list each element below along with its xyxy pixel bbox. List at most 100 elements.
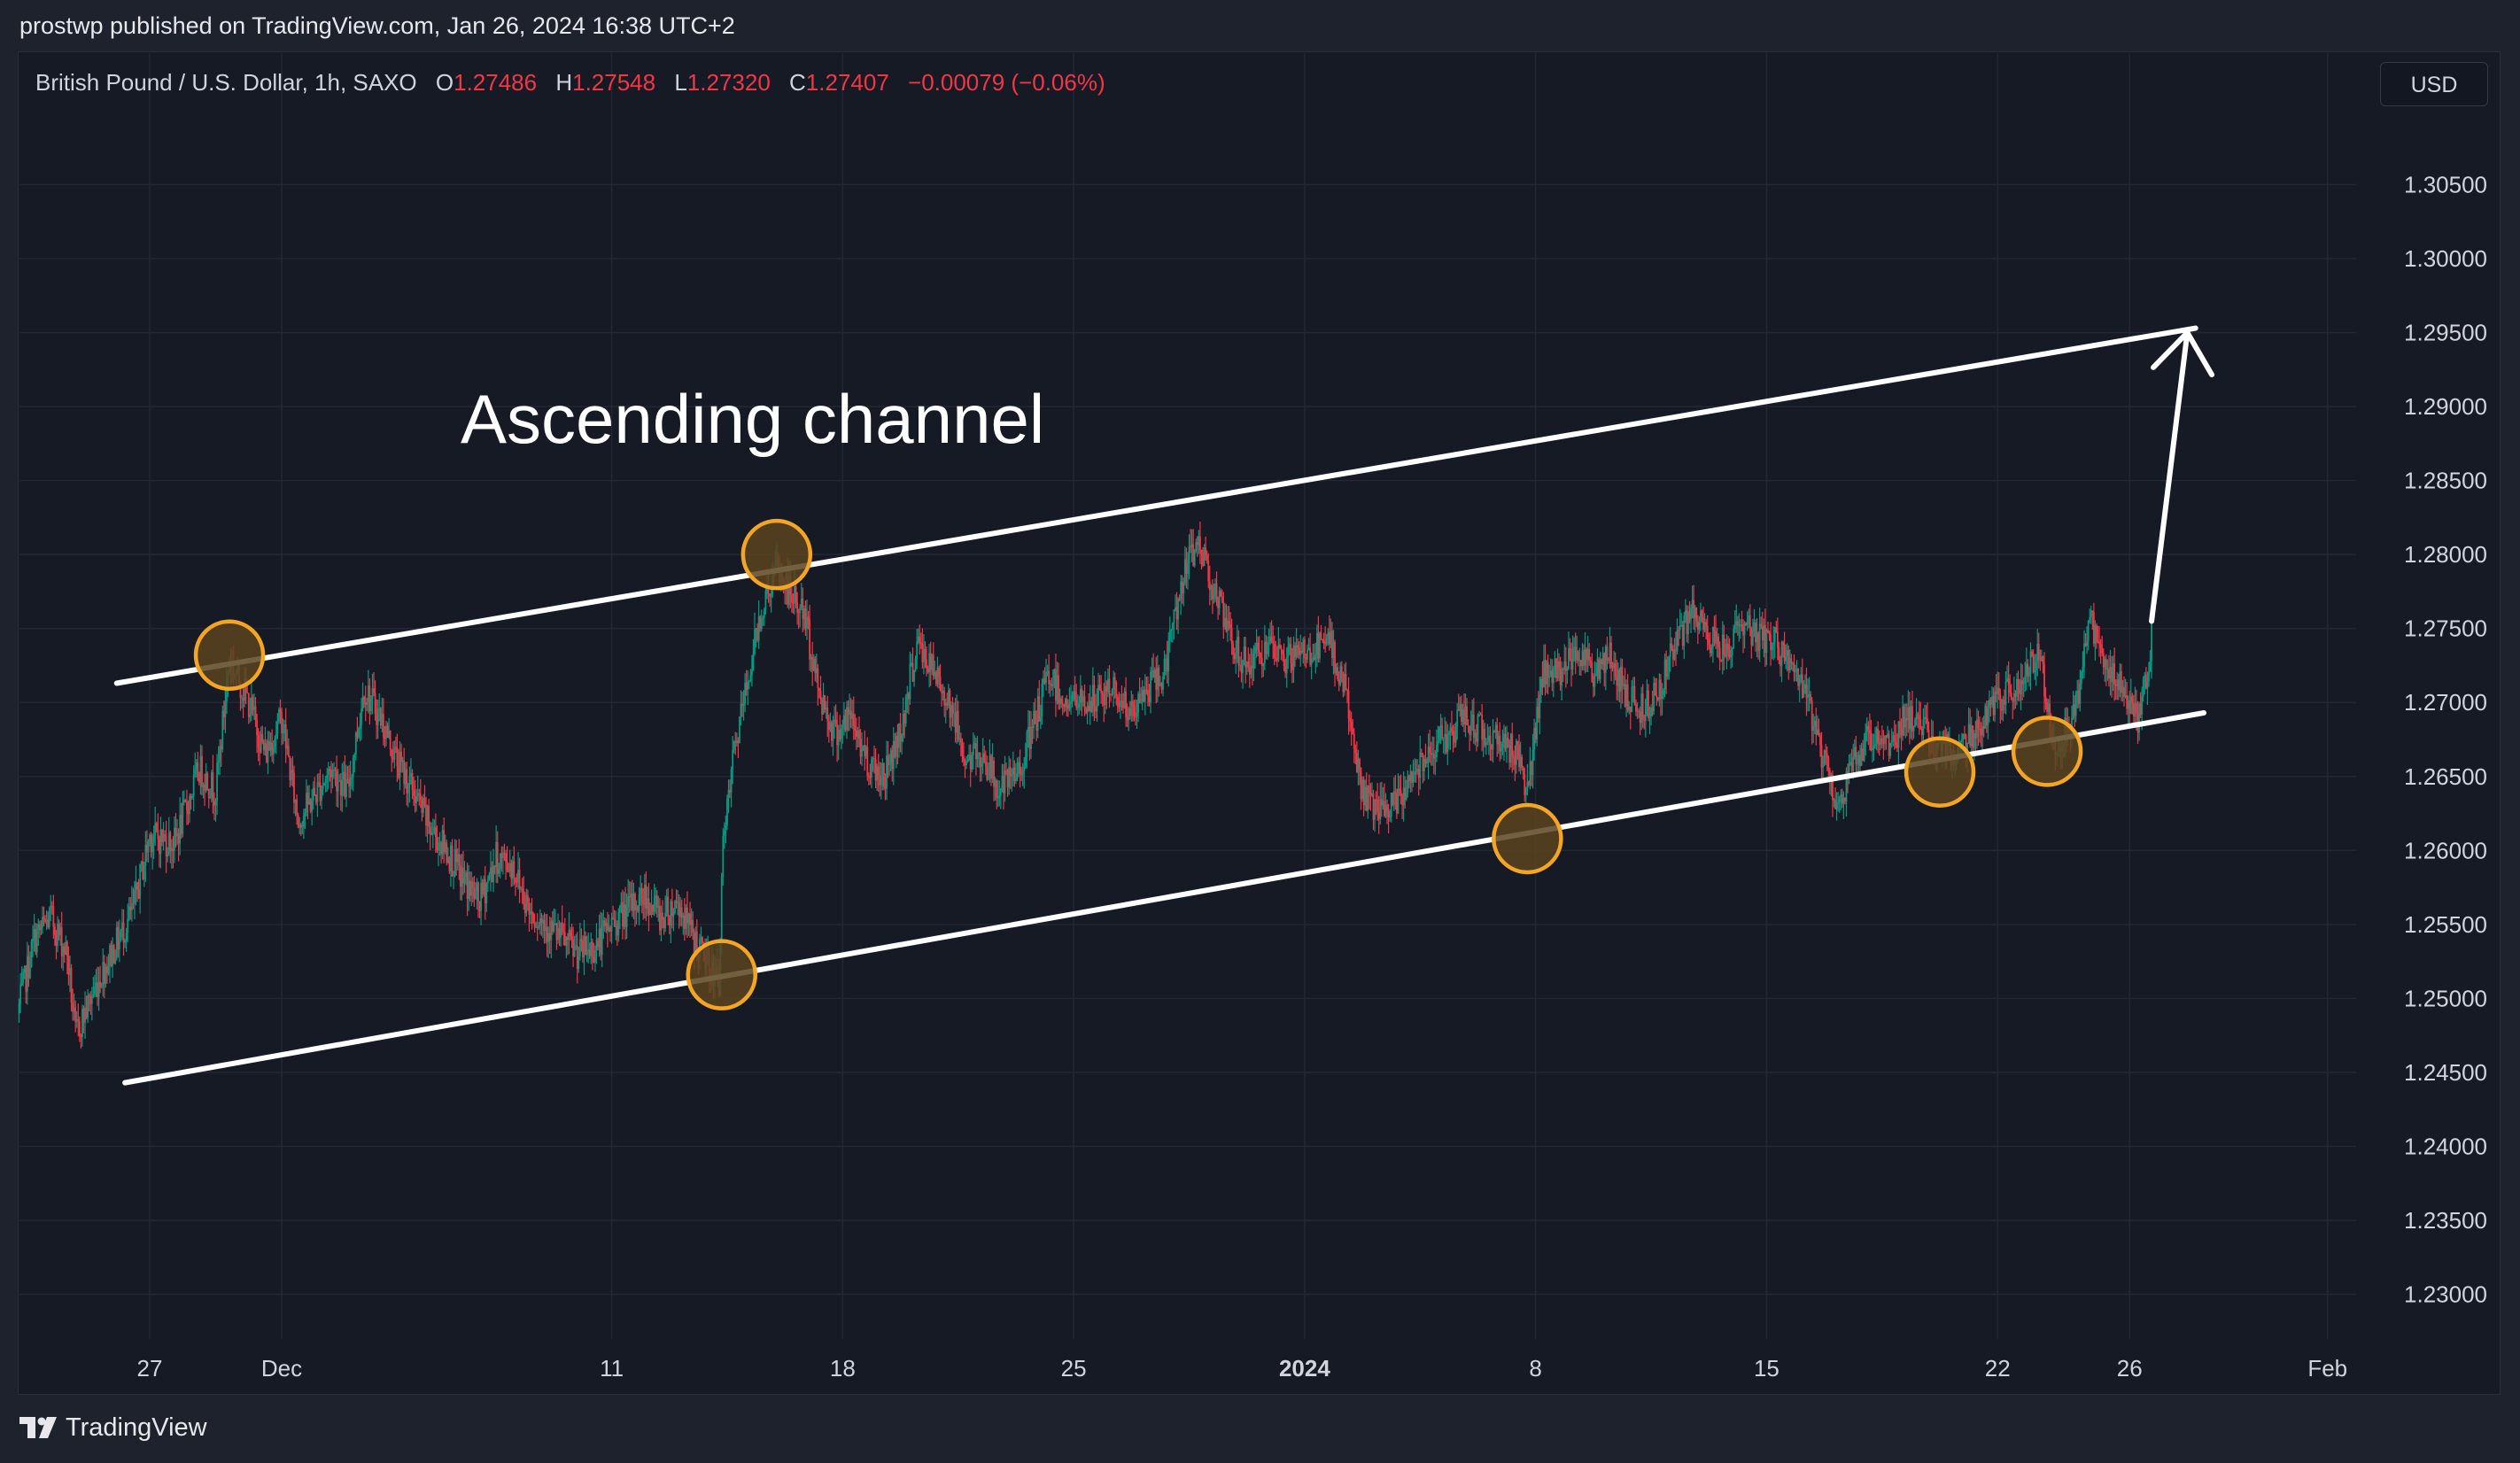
candle-body (2072, 704, 2074, 718)
candle-body (1985, 706, 1988, 725)
candle-body (917, 636, 919, 642)
candle-body (1349, 718, 1352, 722)
candle-body (1584, 649, 1586, 666)
candle-body (1424, 758, 1427, 764)
touch-point-circle[interactable] (193, 619, 266, 692)
candle-body (1860, 748, 1863, 766)
candle-body (159, 829, 162, 855)
candle-body (1073, 691, 1075, 695)
candle-body (139, 863, 142, 899)
candle-body (389, 730, 392, 750)
candle-body (1012, 767, 1014, 775)
touch-point-circle[interactable] (2011, 716, 2083, 787)
candle-body (486, 879, 489, 884)
candle-body (1826, 753, 1828, 758)
lower-channel-line[interactable] (122, 709, 2207, 1086)
arrow-head-icon[interactable] (2151, 329, 2215, 378)
drawing-layer[interactable] (113, 325, 2215, 1086)
candle-body (1741, 624, 1743, 628)
touch-point-circle[interactable] (1492, 802, 1563, 875)
candle-body (29, 967, 31, 979)
touch-point-circle[interactable] (740, 518, 813, 591)
time-tick-label: 15 (1754, 1355, 1780, 1382)
candle-body (2104, 659, 2106, 668)
candle-body (1454, 735, 1455, 743)
candle-body (1638, 710, 1640, 712)
candle-body (297, 815, 299, 828)
projection-arrow[interactable] (2149, 329, 2190, 624)
candle-body (261, 733, 264, 742)
candle-body (682, 915, 685, 918)
candle-body (2090, 610, 2092, 618)
price-tick-label: 1.29000 (2404, 393, 2487, 420)
candle-body (398, 766, 399, 778)
candle-body (1912, 726, 1915, 732)
candle-body (1368, 785, 1370, 793)
candle-body (969, 755, 972, 770)
candle-body (1263, 641, 1266, 664)
candle-body (1377, 812, 1380, 819)
candle-body (468, 880, 470, 899)
candle-body (2082, 666, 2084, 672)
touch-point-circle[interactable] (686, 939, 757, 1010)
candle-body (742, 704, 745, 706)
touch-point-circle[interactable] (1904, 736, 1976, 809)
candle-body (655, 895, 657, 898)
price-axis[interactable]: 1.305001.300001.295001.290001.285001.280… (2404, 171, 2487, 1307)
candle-body (594, 950, 596, 963)
candle-body (296, 799, 299, 816)
candle-body (1965, 734, 1967, 756)
candle-body (993, 761, 995, 787)
currency-button[interactable]: USD (2380, 62, 2488, 106)
candle-body (135, 882, 137, 890)
candle-body (1390, 793, 1392, 817)
candle-body (1780, 642, 1783, 666)
candle-body (1768, 632, 1771, 635)
candle-body (1969, 724, 1972, 747)
candle-body (627, 896, 630, 907)
candle-body (50, 905, 53, 907)
candle-body (1576, 651, 1578, 661)
candle-body (2146, 681, 2149, 689)
candle-body (1599, 659, 1601, 679)
candle-body (67, 956, 70, 975)
candle-body (1633, 685, 1636, 705)
candle-body (1467, 724, 1469, 726)
candle-body (370, 699, 372, 711)
tradingview-logo-icon[interactable] (19, 1417, 64, 1438)
candle-body (1019, 762, 1021, 774)
candle-body (269, 742, 272, 751)
candle-body (1848, 763, 1850, 778)
candle-body (826, 708, 829, 722)
candle-body (448, 857, 451, 871)
touch-circles[interactable] (193, 518, 2083, 1010)
candle-body (1994, 691, 1997, 716)
time-axis[interactable]: 27 Dec 11 18 25 2024 8 15 22 26 Feb (137, 1355, 2348, 1382)
tradingview-brand[interactable]: TradingView (66, 1413, 207, 1442)
candle-body (1151, 670, 1153, 672)
candle-body (927, 668, 929, 673)
chart-pane[interactable] (18, 51, 2501, 1395)
candle-body (33, 928, 35, 939)
upper-channel-line[interactable] (113, 325, 2198, 686)
candle-body (1130, 701, 1133, 716)
candle-body (610, 917, 613, 933)
candle-body (418, 793, 421, 794)
candle-body (913, 670, 915, 682)
candle-body (1927, 730, 1930, 741)
candle-body (578, 939, 581, 956)
candle-body (1609, 642, 1611, 662)
annotation-ascending-channel[interactable]: Ascending channel (461, 380, 1044, 458)
candle-body (35, 930, 38, 953)
candle-body (1984, 706, 1987, 729)
candle-body (1701, 610, 1703, 617)
candle-body (1315, 632, 1318, 654)
candle-body (27, 956, 30, 979)
candle-body (224, 701, 227, 717)
candle-body (849, 710, 850, 716)
symbol-label[interactable]: British Pound / U.S. Dollar, 1h, SAXO (35, 69, 417, 96)
candle-body (1531, 749, 1534, 776)
candle-body (1702, 616, 1704, 631)
candle-body (1617, 670, 1619, 686)
